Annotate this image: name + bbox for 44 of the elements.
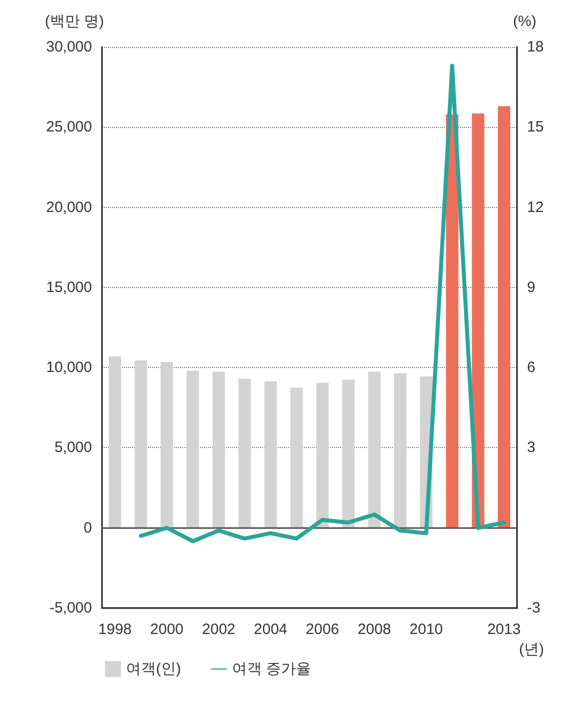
x-tick-label: 2008 xyxy=(358,621,392,638)
bar xyxy=(238,378,251,528)
x-tick-label: 2006 xyxy=(306,621,340,638)
bar xyxy=(394,373,407,528)
bar xyxy=(108,356,122,528)
bar xyxy=(498,106,510,528)
bar xyxy=(316,382,329,528)
y2-tick-label: 6 xyxy=(527,359,536,376)
y2-tick-label: 3 xyxy=(527,439,536,456)
line-series xyxy=(138,64,506,544)
bar xyxy=(212,372,225,528)
y-tick-label: -5,000 xyxy=(49,600,92,616)
x-tick-label: 2010 xyxy=(410,621,443,638)
x-tick-label: 2000 xyxy=(150,621,184,638)
y-tick-label: 0 xyxy=(84,519,92,536)
y-tick-label: 15,000 xyxy=(46,278,92,296)
x-axis-title: (년) xyxy=(519,641,544,658)
bar xyxy=(368,372,381,528)
bar xyxy=(264,381,277,528)
y-tick-label: 25,000 xyxy=(46,118,92,136)
x-tick-label: 1998 xyxy=(98,621,132,638)
bar xyxy=(472,114,484,528)
y2-tick-label: -3 xyxy=(527,600,540,616)
bar xyxy=(160,362,174,528)
y-tick-label: 20,000 xyxy=(46,198,92,216)
x-tick-label: 2013 xyxy=(487,621,521,638)
y-axis-title: (백만 명) xyxy=(44,13,104,30)
bar xyxy=(342,380,355,528)
legend-label: 여객 증가율 xyxy=(232,660,312,678)
x-tick-label: 2002 xyxy=(202,621,236,638)
legend-label: 여객(인) xyxy=(126,660,181,678)
x-tick-label: 2004 xyxy=(254,621,288,638)
y2-tick-label: 9 xyxy=(527,278,536,296)
y2-tick-label: 15 xyxy=(527,118,544,136)
y-tick-label: 30,000 xyxy=(46,38,92,56)
y-tick-label: 10,000 xyxy=(46,359,92,376)
y2-axis-title: (%) xyxy=(513,13,536,30)
y2-tick-label: 12 xyxy=(527,198,544,216)
bar xyxy=(134,360,148,528)
bar xyxy=(290,388,303,528)
y2-tick-label: 18 xyxy=(527,38,544,56)
bar xyxy=(186,370,200,528)
bar xyxy=(446,114,458,528)
y-tick-label: 5,000 xyxy=(54,439,92,456)
